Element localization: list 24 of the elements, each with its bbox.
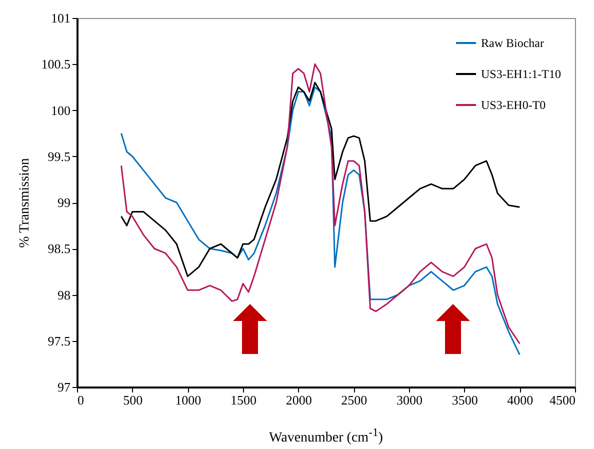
x-tick-label: 4500 bbox=[550, 392, 576, 408]
y-tick-label: 97.5 bbox=[48, 333, 70, 348]
x-tick-label: 500 bbox=[123, 392, 143, 408]
legend-label: US3-EH1:1-T10 bbox=[481, 67, 561, 81]
y-tick-label: 97 bbox=[58, 380, 71, 394]
y-tick-label: 100.5 bbox=[41, 56, 70, 72]
x-tick-label: 3000 bbox=[396, 392, 422, 408]
y-tick-label: 98.5 bbox=[48, 241, 70, 256]
x-tick-label: 0 bbox=[78, 392, 84, 408]
x-tick-label: 2000 bbox=[286, 392, 312, 408]
y-tick-label: 101 bbox=[51, 10, 70, 26]
y-tick-label: 99.5 bbox=[48, 148, 70, 164]
x-tick-label: 3500 bbox=[452, 392, 478, 408]
legend-label: US3-EH0-T0 bbox=[481, 98, 546, 112]
x-axis-title: Wavenumber (cm$^{-1}$) bbox=[268, 426, 384, 447]
legend-label: Raw Biochar bbox=[481, 36, 544, 50]
x-tick-label: 1000 bbox=[175, 392, 202, 408]
y-tick-label: 100 bbox=[51, 102, 70, 118]
x-tick-label: 1500 bbox=[230, 392, 256, 408]
x-tick-label: 4000 bbox=[507, 392, 534, 408]
y-axis-title: % Transmission bbox=[17, 158, 32, 248]
y-tick-label: 98 bbox=[58, 287, 70, 302]
y-tick-label: 99 bbox=[58, 195, 70, 210]
x-tick-label: 2500 bbox=[341, 392, 368, 408]
